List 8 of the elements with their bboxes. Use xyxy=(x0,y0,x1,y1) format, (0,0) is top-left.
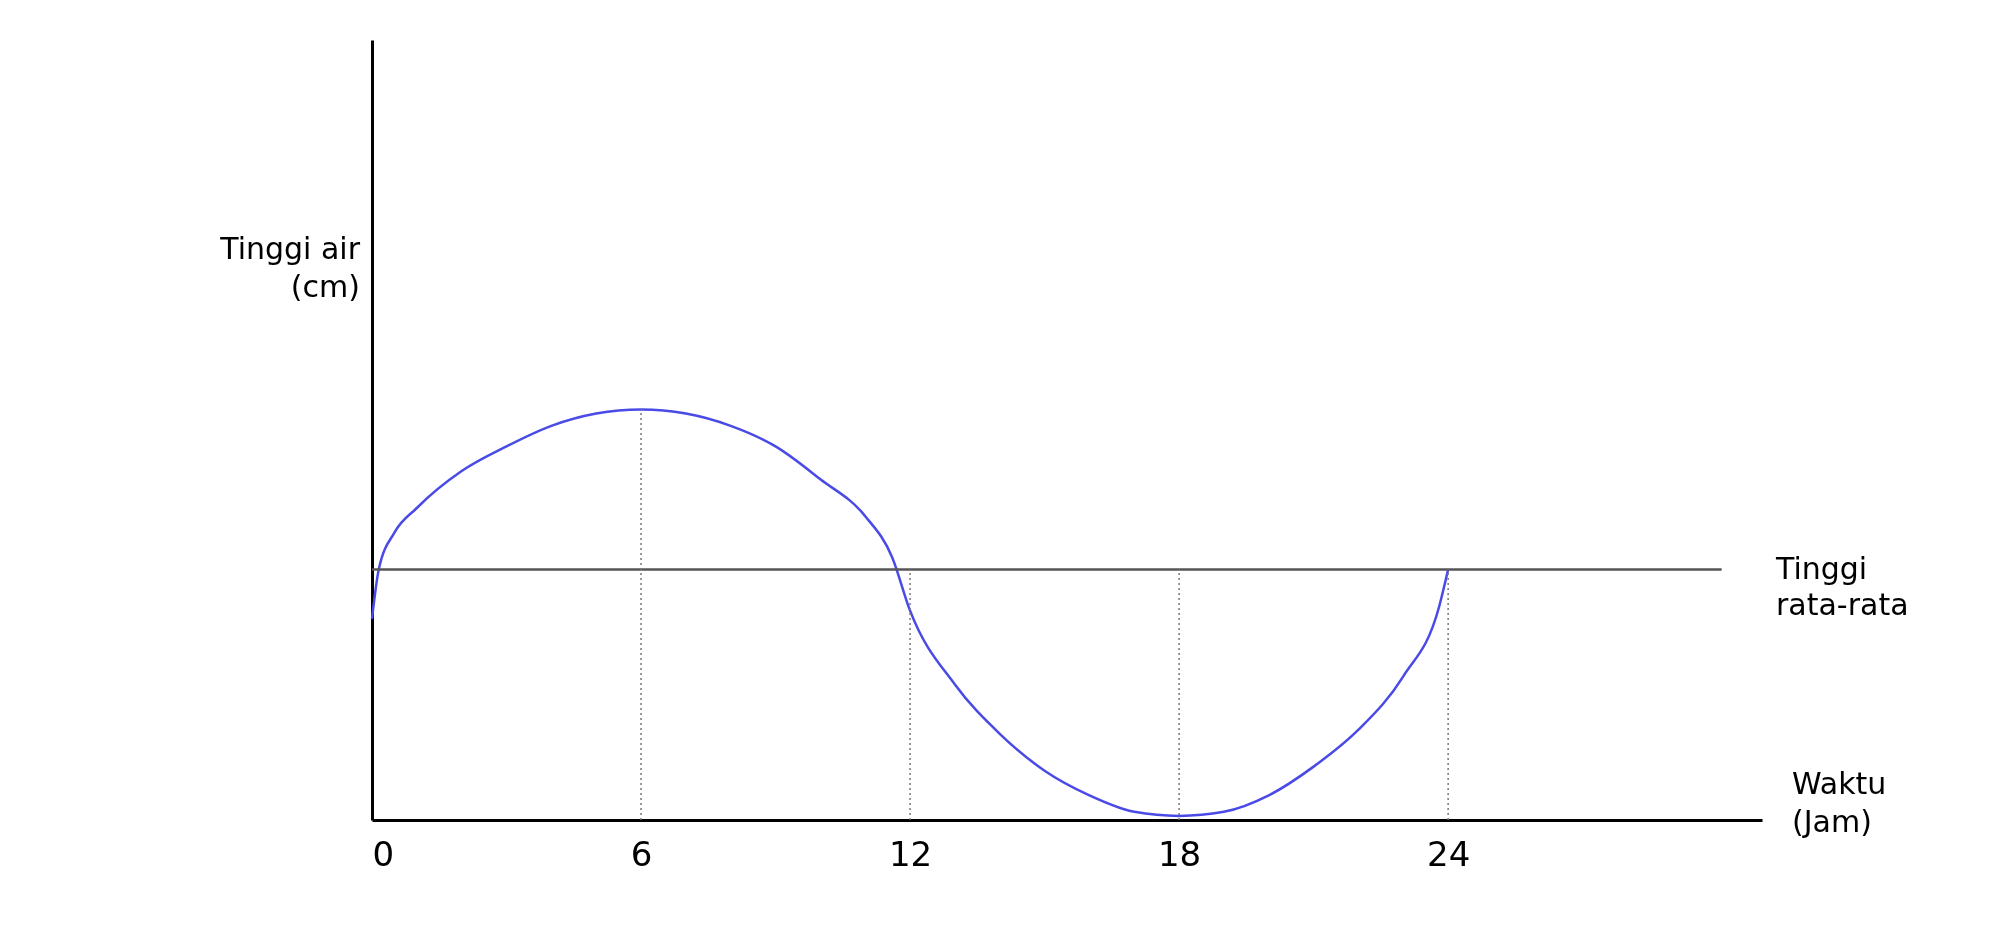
y-axis-title: Tinggi air (cm) xyxy=(219,231,361,304)
x-tick-label: 12 xyxy=(888,833,933,874)
x-axis-title: Waktu (Jam) xyxy=(1792,766,1887,839)
x-tick-label: 24 xyxy=(1427,833,1471,874)
ref-line-label: Tinggi rata-rata xyxy=(1775,550,1909,622)
x-tick-label: 6 xyxy=(630,833,653,874)
x-tick-label: 0 xyxy=(372,833,395,874)
x-tick-label: 18 xyxy=(1157,833,1202,874)
